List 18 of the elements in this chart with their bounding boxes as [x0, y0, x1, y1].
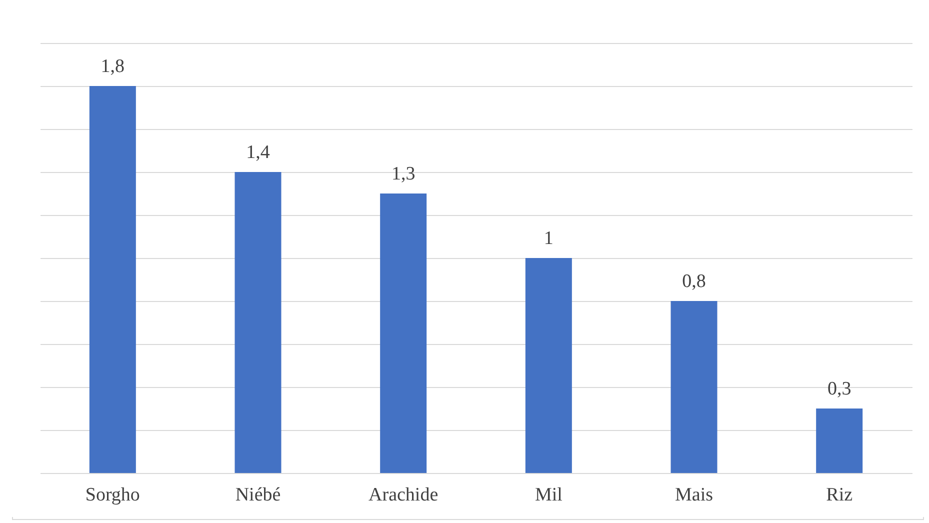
x-tick-label: Mil — [534, 484, 562, 506]
x-tick-label: Niébé — [235, 484, 281, 506]
x-tick-label: Mais — [675, 484, 713, 506]
bar — [380, 194, 427, 473]
bar — [89, 86, 136, 473]
data-label: 1,4 — [246, 142, 270, 163]
bar — [525, 258, 572, 473]
data-label: 0,8 — [682, 271, 706, 292]
x-tick-label: Riz — [826, 484, 853, 506]
x-tick-label: Sorgho — [85, 484, 140, 506]
data-label: 1,8 — [100, 56, 125, 77]
bar — [670, 301, 718, 473]
data-label: 1,3 — [391, 164, 416, 184]
data-label: 1 — [544, 228, 554, 249]
bar — [816, 408, 863, 473]
x-tick-label: Arachide — [368, 484, 438, 506]
bar — [234, 172, 282, 473]
data-label: 0,3 — [827, 378, 852, 400]
